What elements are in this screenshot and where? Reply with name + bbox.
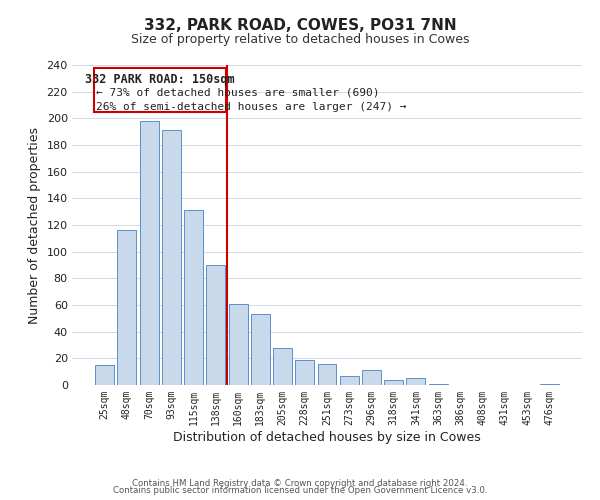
Bar (184, 210, 203, 385)
Bar (118, 230, 136, 385)
Bar (229, 304, 248, 385)
Bar (273, 348, 292, 385)
Bar (362, 370, 381, 385)
Bar (317, 364, 337, 385)
Text: ← 73% of detached houses are smaller (690): ← 73% of detached houses are smaller (69… (96, 88, 379, 98)
Bar (540, 384, 559, 385)
X-axis label: Distribution of detached houses by size in Cowes: Distribution of detached houses by size … (173, 430, 481, 444)
Bar (95, 365, 114, 385)
Text: Contains public sector information licensed under the Open Government Licence v3: Contains public sector information licen… (113, 486, 487, 495)
Bar (406, 378, 425, 385)
Y-axis label: Number of detached properties: Number of detached properties (28, 126, 41, 324)
Text: 332 PARK ROAD: 150sqm: 332 PARK ROAD: 150sqm (85, 73, 235, 86)
Bar (384, 380, 403, 385)
Bar (295, 360, 314, 385)
Text: Size of property relative to detached houses in Cowes: Size of property relative to detached ho… (131, 32, 469, 46)
Text: 26% of semi-detached houses are larger (247) →: 26% of semi-detached houses are larger (… (96, 102, 406, 113)
Bar (429, 384, 448, 385)
Text: 332, PARK ROAD, COWES, PO31 7NN: 332, PARK ROAD, COWES, PO31 7NN (143, 18, 457, 32)
Bar (251, 314, 270, 385)
Bar (340, 376, 359, 385)
FancyBboxPatch shape (94, 68, 226, 112)
Bar (162, 130, 181, 385)
Bar (206, 265, 225, 385)
Text: Contains HM Land Registry data © Crown copyright and database right 2024.: Contains HM Land Registry data © Crown c… (132, 478, 468, 488)
Bar (140, 121, 158, 385)
